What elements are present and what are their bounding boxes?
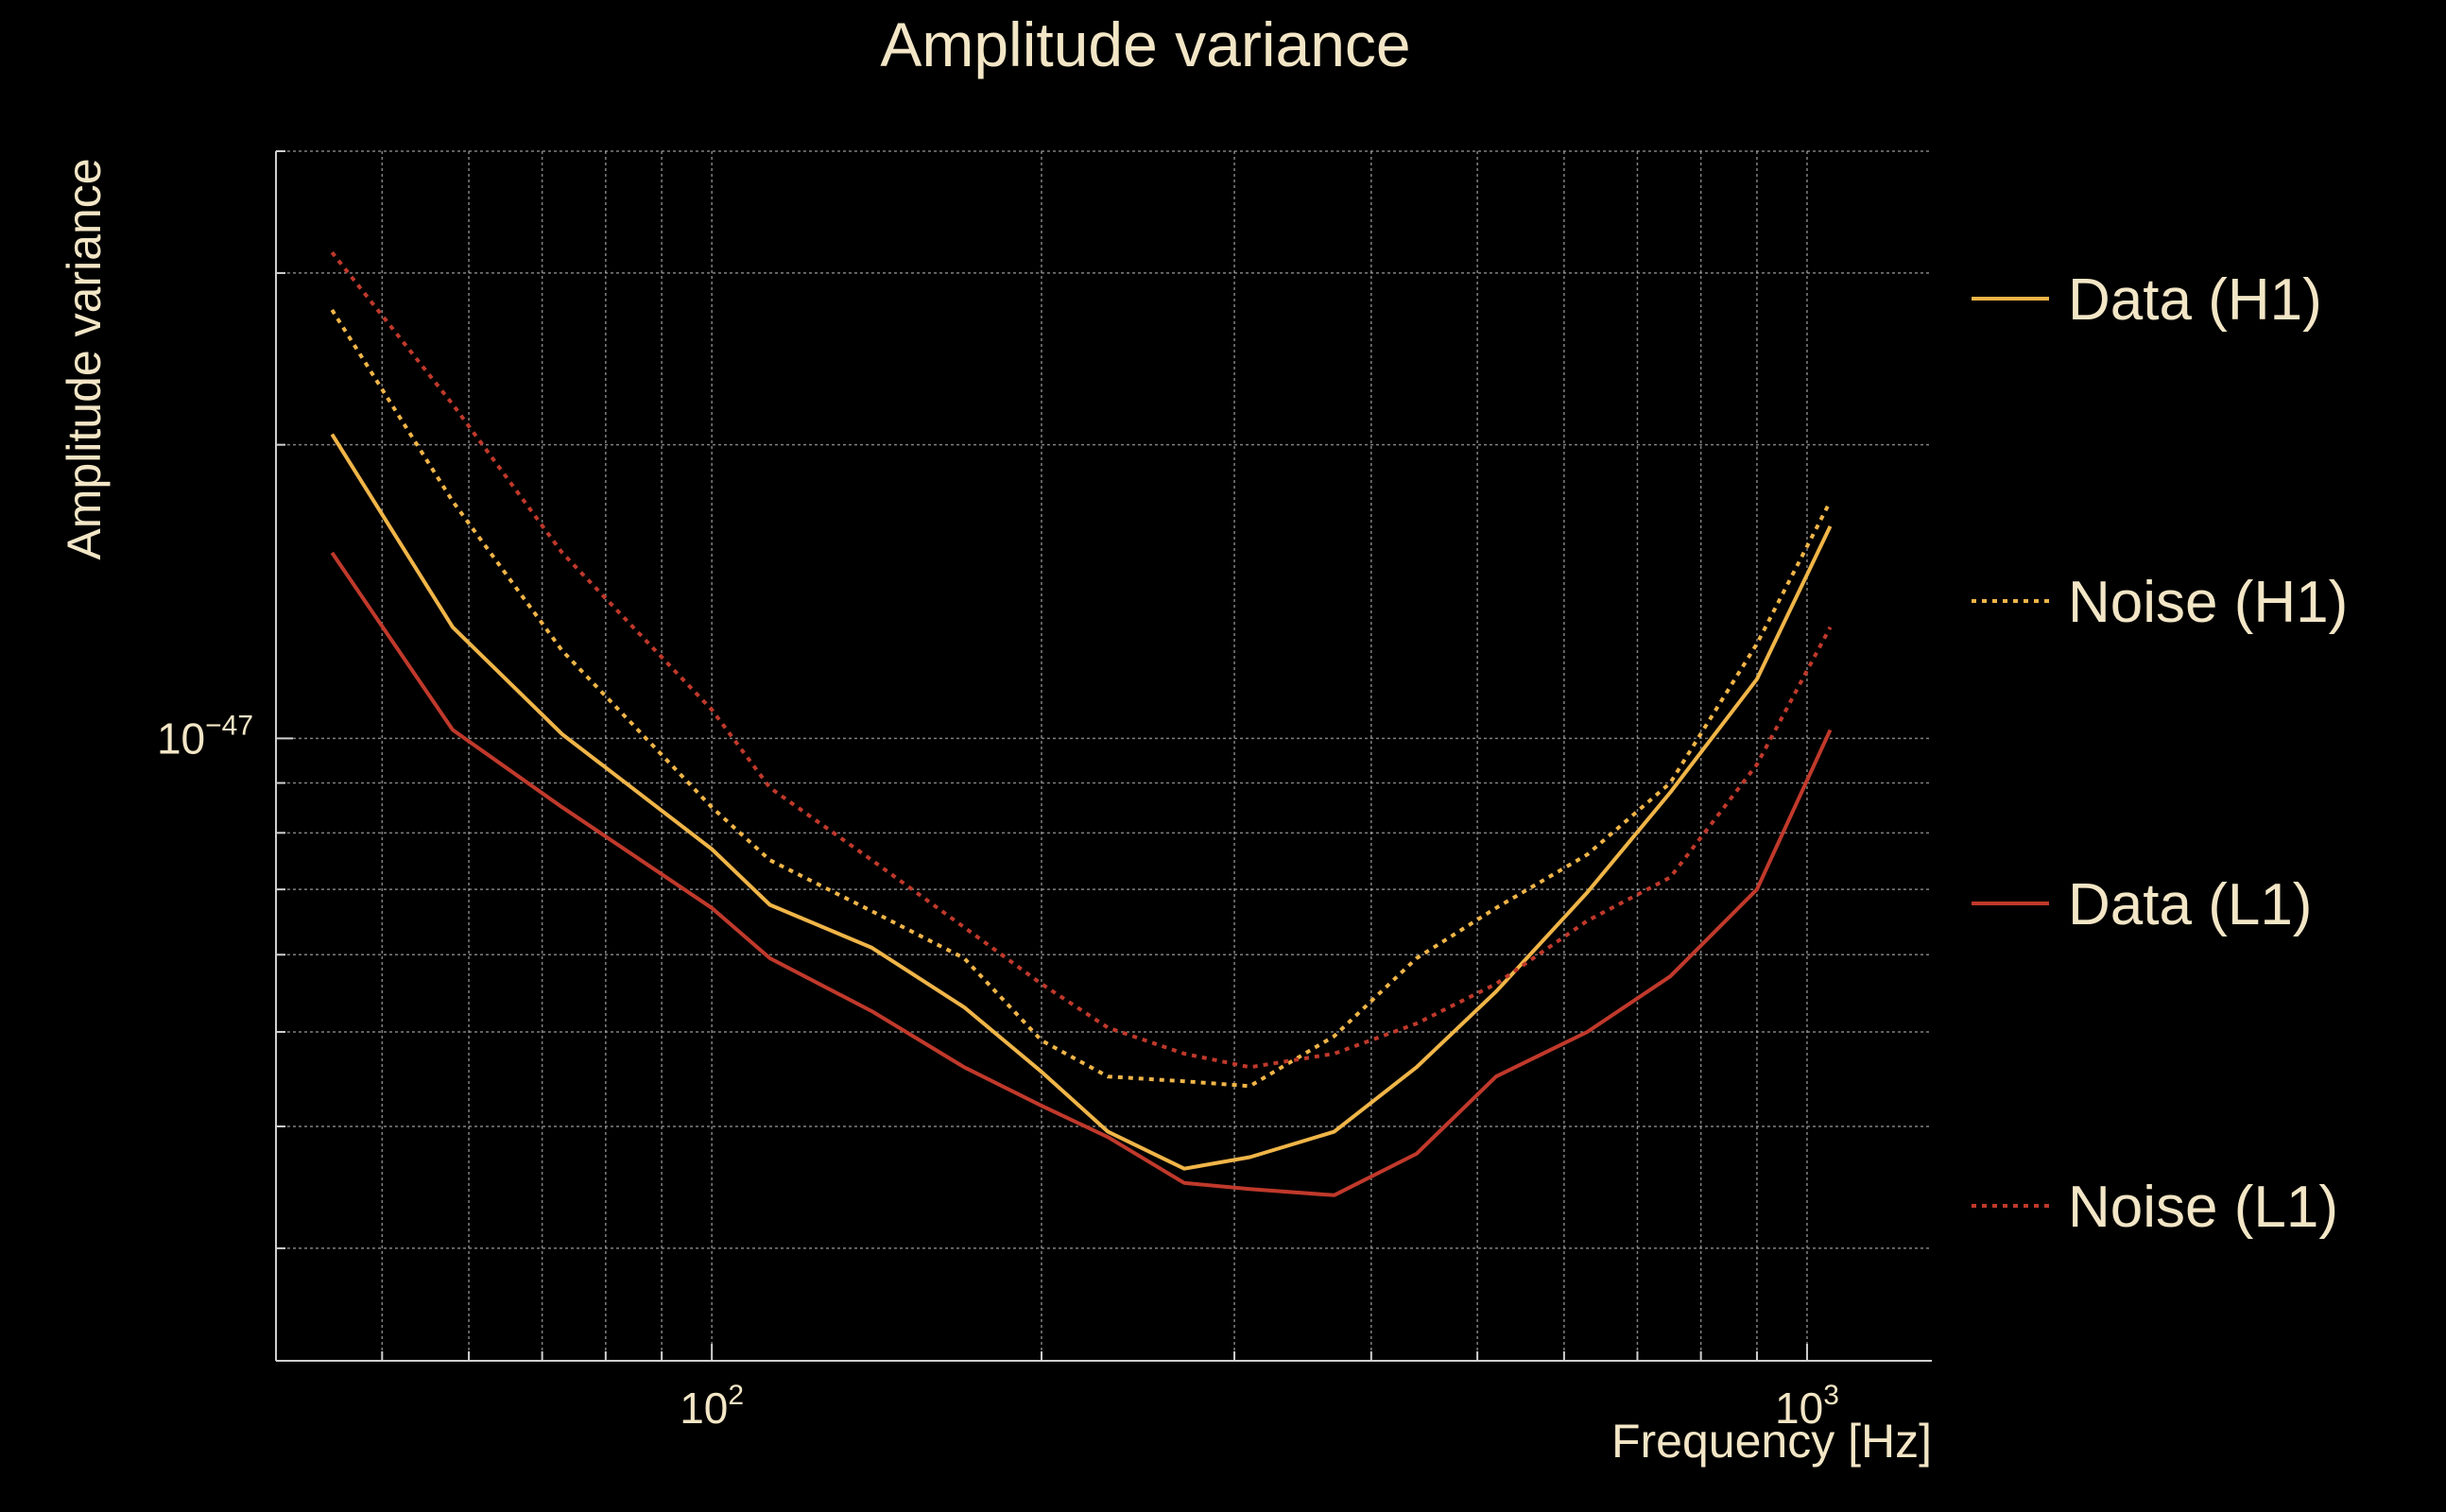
- tick-labels: 102 103 10−47: [157, 710, 1839, 1433]
- x-tick-label: 103: [1775, 1380, 1839, 1433]
- legend-label-2: Noise (H1): [2068, 570, 2348, 635]
- x-axis-label: Frequency [Hz]: [1611, 1415, 1932, 1468]
- series-lines: [330, 250, 1833, 1197]
- grid: [275, 150, 1932, 1361]
- series-line-1: [330, 433, 1833, 1171]
- series-line-2: [330, 308, 1833, 1089]
- axes: [275, 150, 1932, 1362]
- x-tick-label: 102: [680, 1380, 744, 1433]
- y-axis-label: Amplitude variance: [58, 158, 111, 559]
- chart-title: Amplitude variance: [880, 9, 1410, 79]
- series-line-3: [330, 551, 1833, 1197]
- series-line-4: [330, 250, 1833, 1070]
- legend: Data (H1) Noise (H1) Data (L1) Noise (L1): [1972, 267, 2348, 1240]
- legend-label-1: Data (H1): [2068, 267, 2322, 333]
- legend-label-4: Noise (L1): [2068, 1175, 2338, 1240]
- y-tick-label: 10−47: [157, 710, 253, 763]
- legend-label-3: Data (L1): [2068, 872, 2312, 937]
